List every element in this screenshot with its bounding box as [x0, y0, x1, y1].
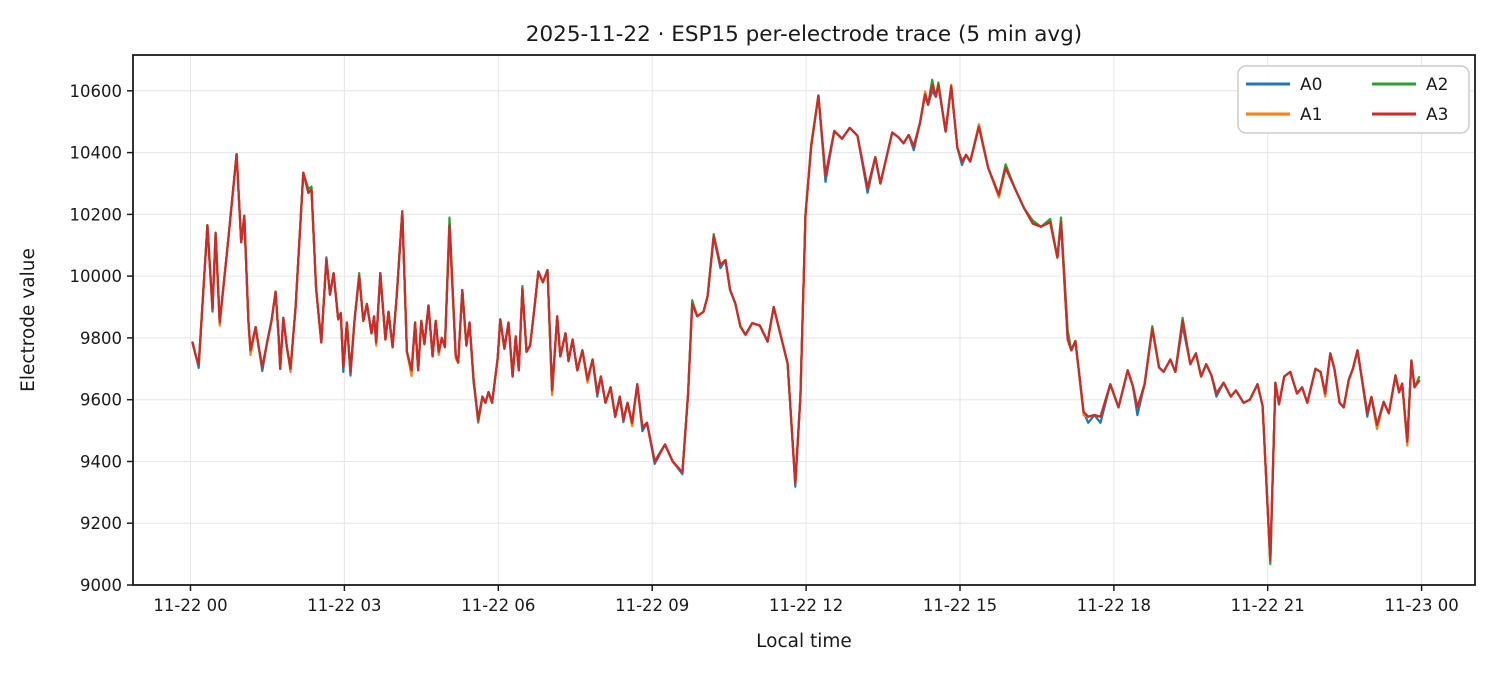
legend: A0 A1 A2 A3	[1237, 65, 1470, 134]
x-tick-label: 11-22 15	[923, 596, 997, 615]
legend-item-A3: A3	[1372, 105, 1448, 125]
x-tick-label: 11-22 09	[615, 596, 689, 615]
y-axis-ticks: 9000 9200 9400 9600 9800 10000 10200 10400 10600	[70, 82, 133, 595]
y-tick-label: 9200	[80, 514, 122, 533]
y-tick-label: 9600	[80, 391, 122, 410]
legend-item-A1: A1	[1246, 105, 1322, 125]
y-tick-label: 10000	[70, 267, 123, 286]
y-tick-label: 10600	[70, 82, 123, 101]
x-axis-ticks: 11-22 00 11-22 03 11-22 06 11-22 09 11-22 12…	[153, 585, 1459, 615]
trace-lines	[191, 78, 1421, 566]
legend-item-A0: A0	[1246, 75, 1322, 95]
y-tick-label: 10200	[70, 205, 123, 224]
plot-border	[132, 54, 1476, 586]
legend-label-A2: A2	[1426, 75, 1448, 95]
x-tick-label: 11-22 06	[461, 596, 535, 615]
x-axis-label: Local time	[756, 631, 852, 652]
x-tick-label: 11-23 00	[1385, 596, 1459, 615]
legend-item-A2: A2	[1372, 75, 1448, 95]
y-tick-label: 9800	[80, 329, 122, 348]
x-tick-label: 11-22 12	[769, 596, 843, 615]
y-axis-label: Electrode value	[18, 248, 39, 392]
legend-label-A3: A3	[1426, 105, 1448, 125]
legend-label-A1: A1	[1300, 105, 1322, 125]
x-tick-label: 11-22 21	[1231, 596, 1305, 615]
y-tick-label: 9400	[80, 453, 122, 472]
y-tick-label: 10400	[70, 144, 123, 163]
x-tick-label: 11-22 03	[307, 596, 381, 615]
x-tick-label: 11-22 00	[153, 596, 227, 615]
x-tick-label: 11-22 18	[1077, 596, 1151, 615]
legend-label-A0: A0	[1300, 75, 1322, 95]
chart-title: 2025-11-22 · ESP15 per-electrode trace (…	[526, 22, 1082, 47]
y-tick-label: 9000	[80, 576, 122, 595]
trace-A3	[191, 83, 1421, 562]
